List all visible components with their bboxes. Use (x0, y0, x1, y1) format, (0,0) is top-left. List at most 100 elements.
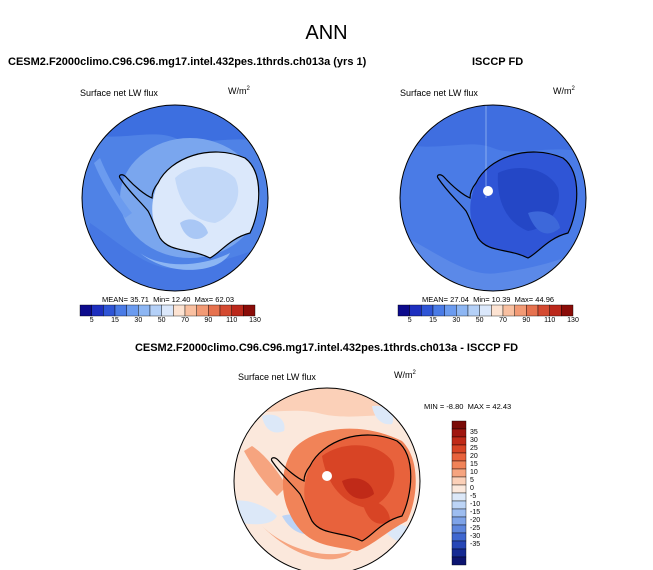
colorbar-swatch (219, 304, 232, 317)
colorbar-swatch (451, 508, 467, 518)
colorbar-swatch (451, 524, 467, 534)
colorbar-swatch (549, 304, 562, 317)
colorbar-tick-label: -35 (470, 541, 481, 548)
model-units: W/m2 (228, 86, 250, 96)
colorbar-tick-label: 15 (470, 461, 478, 468)
colorbar-tick-label: 5 (407, 317, 412, 324)
colorbar-tick-label: -30 (470, 533, 481, 540)
colorbar-tick-label: 90 (522, 317, 531, 324)
colorbar-swatch (421, 304, 434, 317)
diff-units: W/m2 (394, 370, 416, 380)
diff-polar-map (233, 387, 421, 570)
colorbar-swatch (479, 304, 492, 317)
obs-panel-title: ISCCP FD (472, 56, 524, 68)
obs-stats: MEAN= 27.04 Min= 10.39 Max= 44.96 (422, 295, 555, 304)
colorbar-swatch (432, 304, 445, 317)
diff-stats: MIN = -8.80 MAX = 42.43 (424, 402, 512, 411)
colorbar-swatch (514, 304, 527, 317)
colorbar-swatch (451, 484, 467, 494)
colorbar-swatch (451, 428, 467, 438)
colorbar-swatch (173, 304, 186, 317)
colorbar-tick-label: 30 (134, 317, 143, 324)
figure-title: ANN (305, 22, 348, 44)
colorbar-swatch (451, 460, 467, 470)
colorbar-tick-label: -15 (470, 509, 481, 516)
colorbar-swatch (451, 476, 467, 486)
colorbar-tick-label: 20 (470, 453, 478, 460)
colorbar-swatch (451, 532, 467, 542)
diff-variable-label: Surface net LW flux (238, 372, 316, 382)
colorbar-tick-label: 25 (470, 445, 478, 452)
colorbar-tick-label: -10 (470, 501, 481, 508)
colorbar-swatch (243, 304, 256, 317)
colorbar-tick-label: 15 (111, 317, 119, 324)
colorbar-swatch (451, 548, 467, 558)
colorbar-tick-label: 5 (470, 477, 474, 484)
colorbar-swatch (149, 304, 162, 317)
colorbar-tick-label: 50 (475, 317, 484, 324)
colorbar-swatch (537, 304, 550, 317)
colorbar-swatch (79, 304, 92, 317)
colorbar-swatch (103, 304, 116, 317)
model-colorbar-ticks: 5 15 30 50 70 90 110 130 (80, 317, 261, 327)
colorbar-tick-label: 110 (226, 317, 238, 324)
colorbar-swatch (184, 304, 197, 317)
colorbar-swatch (451, 436, 467, 446)
colorbar-swatch (456, 304, 469, 317)
colorbar-swatch (397, 304, 410, 317)
colorbar-swatch (451, 516, 467, 526)
colorbar-swatch (91, 304, 104, 317)
colorbar-tick-label: 70 (499, 317, 507, 324)
colorbar-swatch (161, 304, 174, 317)
colorbar-swatch (208, 304, 221, 317)
colorbar-swatch (561, 304, 574, 317)
colorbar-swatch (451, 468, 467, 478)
colorbar-swatch (114, 304, 127, 317)
colorbar-swatch (467, 304, 480, 317)
colorbar-swatch (138, 304, 151, 317)
colorbar-swatch (491, 304, 504, 317)
diff-colorbar-ticks: 35 30 25 20 15 10 5 0 -5 -10 -15 -20 -25 -30 -35 (470, 421, 500, 565)
colorbar-tick-label: 50 (157, 317, 166, 324)
obs-colorbar-ticks: 5 15 30 50 70 90 110 130 (398, 317, 579, 327)
model-colorbar (79, 304, 256, 317)
colorbar-swatch (526, 304, 539, 317)
model-stats: MEAN= 35.71 Min= 12.40 Max= 62.03 (102, 295, 235, 304)
colorbar-swatch (451, 540, 467, 550)
colorbar-tick-label: 35 (470, 429, 478, 436)
colorbar-swatch (451, 452, 467, 462)
colorbar-tick-label: 0 (470, 485, 474, 492)
colorbar-swatch (451, 420, 467, 430)
colorbar-swatch (196, 304, 209, 317)
model-polar-map (81, 104, 269, 292)
diff-colorbar (451, 420, 467, 566)
colorbar-swatch (444, 304, 457, 317)
colorbar-swatch (409, 304, 422, 317)
colorbar-tick-label: 5 (89, 317, 94, 324)
colorbar-tick-label: 10 (470, 469, 478, 476)
model-variable-label: Surface net LW flux (80, 88, 158, 98)
colorbar-swatch (451, 556, 467, 566)
colorbar-tick-label: -25 (470, 525, 481, 532)
colorbar-tick-label: 30 (452, 317, 461, 324)
colorbar-tick-label: 130 (567, 317, 579, 324)
colorbar-swatch (451, 492, 467, 502)
diff-panel-title: CESM2.F2000climo.C96.C96.mg17.intel.432p… (134, 342, 519, 354)
obs-variable-label: Surface net LW flux (400, 88, 478, 98)
colorbar-tick-label: -20 (470, 517, 481, 524)
colorbar-swatch (502, 304, 515, 317)
colorbar-tick-label: 90 (204, 317, 213, 324)
colorbar-tick-label: 130 (249, 317, 261, 324)
colorbar-swatch (451, 500, 467, 510)
obs-colorbar (397, 304, 574, 317)
model-panel-title: CESM2.F2000climo.C96.C96.mg17.intel.432p… (8, 56, 367, 68)
colorbar-tick-label: -5 (470, 493, 477, 500)
colorbar-swatch (231, 304, 244, 317)
obs-polar-map (399, 104, 587, 292)
colorbar-tick-label: 15 (429, 317, 437, 324)
colorbar-swatch (126, 304, 139, 317)
colorbar-swatch (451, 444, 467, 454)
colorbar-tick-label: 110 (544, 317, 556, 324)
colorbar-tick-label: 70 (181, 317, 189, 324)
colorbar-tick-label: 30 (470, 437, 478, 444)
